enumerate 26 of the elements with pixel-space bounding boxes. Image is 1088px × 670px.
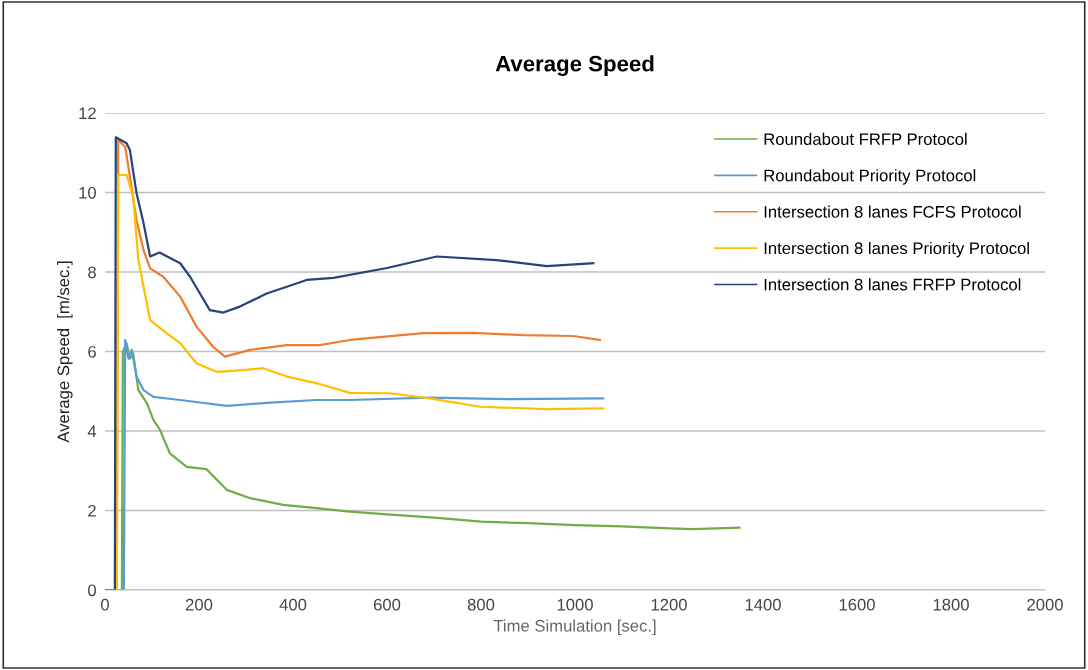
y-tick-label: 12 [79,107,96,120]
y-tick-label: 0 [88,584,97,597]
x-tick-label: 600 [373,598,401,611]
legend-label: Roundabout FRFP Protocol [764,132,967,146]
y-tick-label: 4 [87,425,97,438]
x-tick-label: 1200 [651,598,687,611]
x-tick-label: 1000 [557,598,593,611]
x-tick-label: 800 [467,598,495,611]
x-tick-label: 400 [279,598,307,611]
y-tick-label: 8 [88,266,96,279]
legend-label: Intersection 8 lanes FCFS Protocol [764,205,1021,218]
legend-label: Roundabout Priority Protocol [764,169,976,185]
x-tick-label: 2000 [1027,598,1063,611]
y-tick-label: 2 [88,504,96,517]
chart-title: Average Speed [495,55,654,77]
y-tick-label: 6 [88,345,96,358]
y-tick-label: 10 [79,186,97,199]
x-tick-label: 1800 [933,598,969,611]
x-tick-label: 0 [101,598,109,611]
x-tick-label: 200 [185,598,213,611]
x-axis-title: Time Simulation [sec.] [493,619,656,635]
legend-label: Intersection 8 lanes FRFP Protocol [764,278,1021,291]
x-tick-label: 1400 [745,598,781,611]
y-axis-title: Average Speed [m/sec.] [57,261,73,443]
x-tick-label: 1600 [839,598,875,611]
legend-label: Intersection 8 lanes Priority Protocol [764,241,1029,258]
